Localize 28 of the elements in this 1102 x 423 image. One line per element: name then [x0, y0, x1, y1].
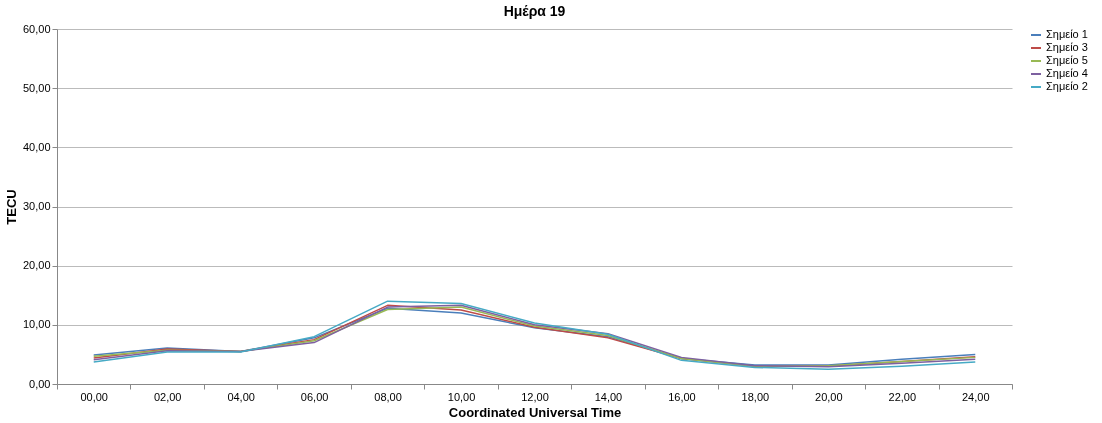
x-axis-title: Coordinated Universal Time [448, 404, 622, 420]
y-tick-label: 0,00 [29, 377, 51, 390]
chart-title: Ημέρα 19 [503, 3, 566, 19]
x-tick-label: 08,00 [374, 390, 402, 403]
y-tick-label: 10,00 [22, 318, 51, 331]
x-tick-label: 04,00 [227, 390, 255, 403]
y-axis-title: TECU [3, 189, 19, 225]
y-tick-label: 20,00 [22, 259, 51, 272]
x-tick-label: 20,00 [815, 390, 843, 403]
y-tick-label: 60,00 [22, 22, 51, 35]
x-tick-label: 18,00 [741, 390, 770, 403]
legend-label: Σημείο 4 [1046, 67, 1088, 79]
x-tick-label: 16,00 [668, 390, 696, 403]
x-tick-label: 02,00 [153, 390, 182, 403]
x-tick-label: 24,00 [962, 390, 990, 403]
x-tick-label: 14,00 [594, 390, 623, 403]
legend-label: Σημείο 1 [1046, 28, 1088, 40]
y-tick-label: 40,00 [22, 140, 51, 153]
legend-label: Σημείο 3 [1046, 41, 1088, 53]
y-tick-label: 50,00 [22, 81, 51, 94]
x-tick-label: 00,00 [80, 390, 108, 403]
legend-label: Σημείο 2 [1046, 80, 1088, 92]
x-tick-label: 06,00 [300, 390, 329, 403]
y-tick-label: 30,00 [22, 200, 51, 212]
x-tick-label: 12,00 [521, 390, 549, 403]
x-tick-label: 10,00 [447, 390, 476, 403]
legend-label: Σημείο 5 [1046, 54, 1088, 66]
x-tick-label: 22,00 [888, 390, 917, 403]
